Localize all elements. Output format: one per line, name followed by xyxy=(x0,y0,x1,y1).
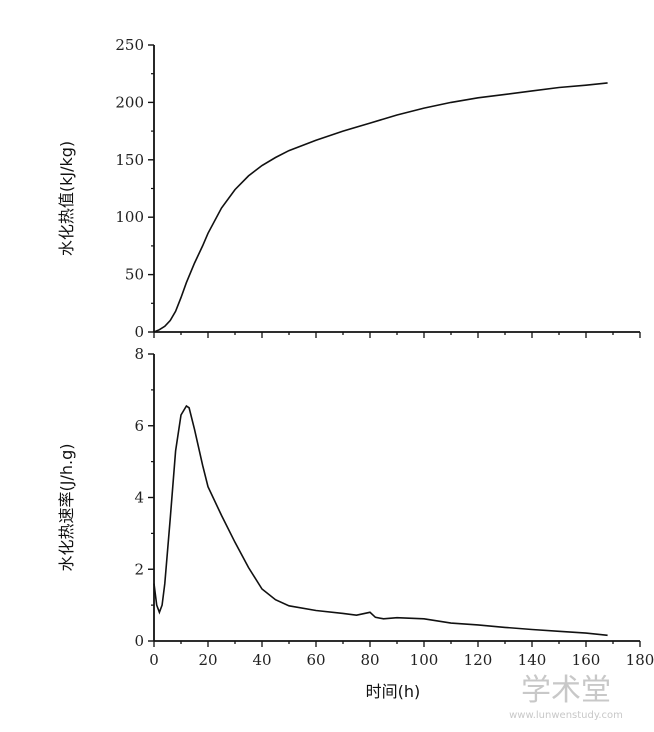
x-tick-label: 100 xyxy=(410,651,439,669)
y-tick-label: 100 xyxy=(115,208,144,226)
x-tick-label: 60 xyxy=(306,651,325,669)
watermark-title: 学术堂 xyxy=(521,673,611,708)
x-tick-label: 20 xyxy=(198,651,217,669)
top-panel-heat-value: 0 50 100 150 200 250 水化热值(kJ/kg) xyxy=(57,36,641,341)
y-tick-label: 6 xyxy=(134,417,144,435)
y-tick-label: 8 xyxy=(134,345,144,363)
top-series-line xyxy=(153,82,608,333)
x-tick-label: 0 xyxy=(149,651,159,669)
x-tick-label: 160 xyxy=(572,651,601,669)
bottom-x-axis-title: 时间(h) xyxy=(366,682,421,701)
y-tick-label: 50 xyxy=(125,266,144,284)
bottom-y-axis-title: 水化热速率(J/h.g) xyxy=(57,444,76,572)
top-y-ticks: 0 50 100 150 200 250 xyxy=(115,36,641,341)
y-tick-label: 2 xyxy=(134,560,144,578)
y-tick-label: 0 xyxy=(134,632,144,650)
top-y-axis-title: 水化热值(kJ/kg) xyxy=(57,141,76,256)
x-tick-label: 140 xyxy=(518,651,547,669)
y-tick-label: 0 xyxy=(134,323,144,341)
x-tick-label: 80 xyxy=(360,651,379,669)
x-tick-label: 40 xyxy=(252,651,271,669)
y-tick-label: 150 xyxy=(115,151,144,169)
watermark-url: www.lunwenstudy.com xyxy=(509,710,623,721)
y-tick-label: 250 xyxy=(115,36,144,54)
bottom-series-line xyxy=(153,404,608,637)
y-tick-label: 4 xyxy=(134,489,144,507)
y-tick-label: 200 xyxy=(115,93,144,111)
x-tick-label: 180 xyxy=(626,651,654,669)
x-tick-label: 120 xyxy=(464,651,493,669)
